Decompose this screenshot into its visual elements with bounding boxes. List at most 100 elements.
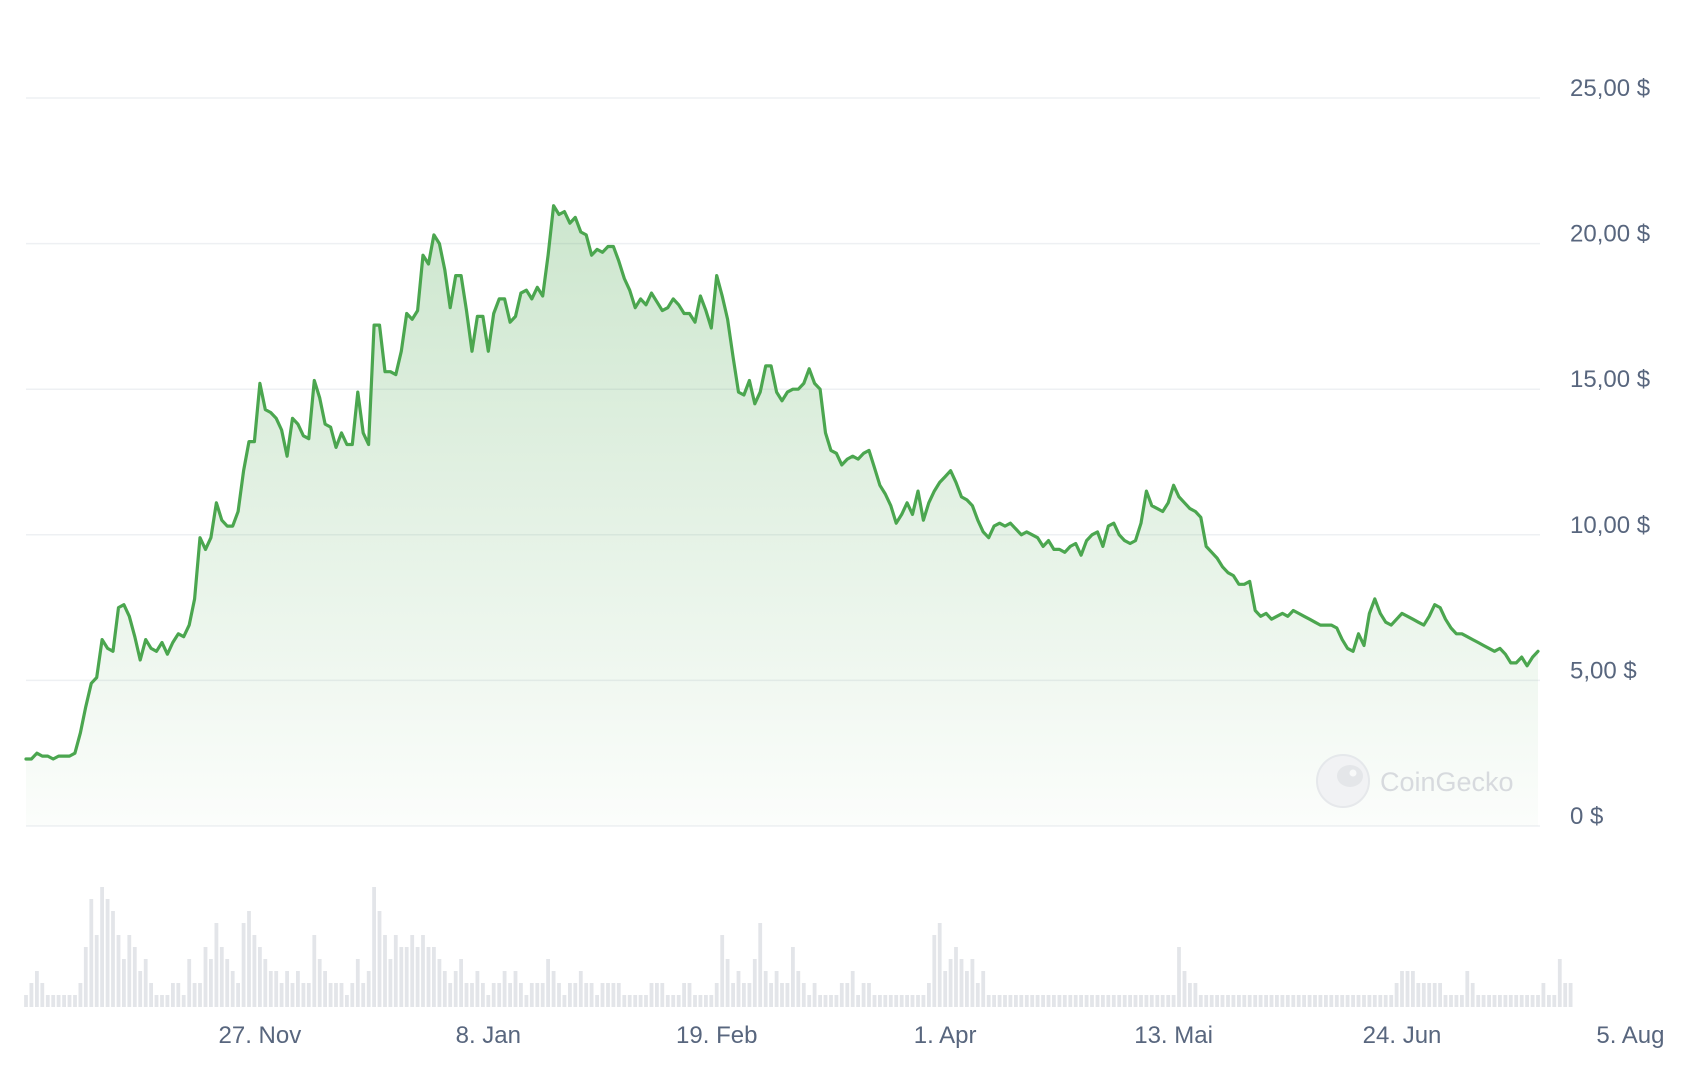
volume-bar	[1481, 995, 1486, 1007]
volume-bar	[127, 935, 132, 1007]
volume-bar	[1057, 995, 1062, 1007]
volume-bar	[56, 995, 61, 1007]
volume-bar	[1427, 983, 1432, 1007]
volume-bar	[845, 983, 850, 1007]
volume-bar	[1160, 995, 1165, 1007]
coingecko-watermark: CoinGecko	[1316, 754, 1514, 808]
y-tick-label: 25,00 $	[1570, 75, 1650, 102]
volume-bar	[225, 959, 230, 1007]
volume-bar	[29, 983, 34, 1007]
volume-bar	[578, 971, 583, 1007]
volume-bar	[1046, 995, 1051, 1007]
volume-bar	[181, 995, 186, 1007]
volume-bar	[475, 971, 480, 1007]
volume-bar	[432, 947, 436, 1007]
volume-bar	[1242, 995, 1247, 1007]
volume-bar	[1389, 995, 1394, 1007]
volume-bar	[1171, 995, 1176, 1007]
price-area	[26, 205, 1538, 826]
volume-bar	[258, 947, 262, 1007]
volume-bar	[562, 995, 567, 1007]
volume-bar	[1035, 995, 1040, 1007]
x-tick-label: 5. Aug	[1596, 1022, 1664, 1049]
volume-bar	[1215, 995, 1219, 1007]
volume-bar	[524, 995, 529, 1007]
volume-bar	[551, 971, 556, 1007]
volume-bar	[1188, 983, 1192, 1007]
x-tick-label: 24. Jun	[1363, 1022, 1442, 1049]
volume-bar	[791, 947, 795, 1007]
volume-bar	[1220, 995, 1225, 1007]
volume-bar	[399, 947, 404, 1007]
volume-bar	[366, 971, 371, 1007]
volume-bar	[35, 971, 39, 1007]
volume-bar	[1351, 995, 1355, 1007]
volume-bar	[143, 959, 148, 1007]
volume-bar	[736, 971, 741, 1007]
volume-bar	[965, 971, 969, 1007]
volume-bar	[328, 983, 333, 1007]
volume-bar	[67, 995, 72, 1007]
volume-bar	[481, 983, 485, 1007]
volume-bar	[1340, 995, 1345, 1007]
volume-bar	[361, 983, 366, 1007]
volume-bar	[916, 995, 920, 1007]
volume-bar	[932, 935, 937, 1007]
volume-bar	[850, 971, 855, 1007]
volume-bar	[1193, 983, 1198, 1007]
volume-bar	[1166, 995, 1171, 1007]
volume-bar	[638, 995, 643, 1007]
volume-bar	[393, 935, 398, 1007]
volume-bar	[649, 983, 654, 1007]
volume-bar	[252, 935, 257, 1007]
volume-bar	[377, 911, 382, 1007]
volume-bar	[285, 971, 289, 1007]
volume-bar	[1541, 983, 1546, 1007]
volume-bar	[589, 983, 594, 1007]
volume-bar	[1003, 995, 1007, 1007]
volume-bar	[519, 983, 523, 1007]
volume-bar	[970, 959, 975, 1007]
volume-bar	[823, 995, 828, 1007]
volume-bar	[600, 983, 605, 1007]
volume-bar	[383, 935, 387, 1007]
volume-bar	[404, 947, 409, 1007]
volume-bar	[1356, 995, 1361, 1007]
volume-bar	[1090, 995, 1094, 1007]
volume-bar	[676, 995, 681, 1007]
volume-bar	[1307, 995, 1312, 1007]
volume-bar	[1383, 995, 1388, 1007]
volume-bar	[301, 983, 306, 1007]
volume-bar	[1302, 995, 1306, 1007]
volume-bar	[274, 971, 279, 1007]
volume-bar	[1519, 995, 1524, 1007]
price-series-line	[24, 204, 1540, 761]
volume-bar	[959, 959, 964, 1007]
volume-bar	[149, 983, 153, 1007]
volume-bar	[306, 983, 311, 1007]
volume-bar	[508, 983, 512, 1007]
volume-bar	[1111, 995, 1116, 1007]
volume-bar	[138, 971, 143, 1007]
volume-bar	[100, 887, 104, 1007]
volume-bar	[486, 995, 491, 1007]
price-line	[24, 204, 1540, 761]
volume-bar	[437, 959, 442, 1007]
volume-bar	[1503, 995, 1508, 1007]
volume-bar	[459, 959, 463, 1007]
volume-bar	[997, 995, 1002, 1007]
volume-bar	[209, 959, 213, 1007]
y-tick-label: 10,00 $	[1570, 512, 1650, 539]
x-tick-label: 27. Nov	[219, 1022, 302, 1049]
volume-bar	[345, 995, 349, 1007]
volume-bar	[1291, 995, 1296, 1007]
volume-bar	[1275, 995, 1279, 1007]
volume-bar	[116, 935, 121, 1007]
volume-bar	[954, 947, 958, 1007]
volume-bar	[187, 959, 192, 1007]
x-tick-label: 8. Jan	[456, 1022, 521, 1049]
volume-bar	[1329, 995, 1334, 1007]
volume-bar	[834, 995, 839, 1007]
volume-bar	[1416, 983, 1421, 1007]
volume-bar	[442, 971, 447, 1007]
